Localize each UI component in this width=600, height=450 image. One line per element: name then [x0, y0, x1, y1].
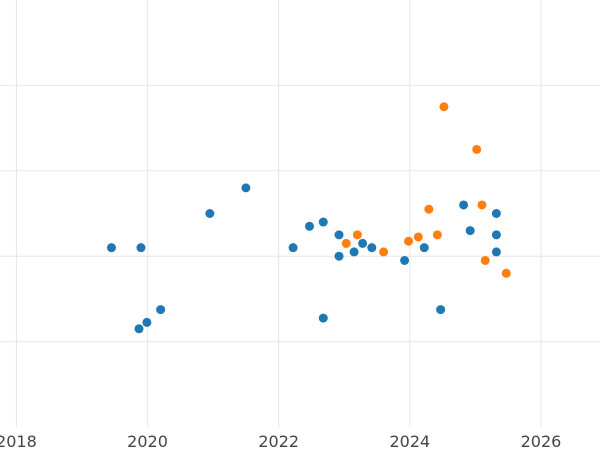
- scatter-point-series-2: [352, 230, 362, 240]
- scatter-point-series-2: [501, 268, 511, 278]
- scatter-point-series-2: [477, 200, 487, 210]
- scatter-point-series-2: [432, 230, 442, 240]
- scatter-point-series-1: [156, 305, 166, 315]
- scatter-point-series-1: [465, 226, 475, 236]
- scatter-point-series-1: [134, 324, 144, 334]
- scatter-point-series-2: [404, 236, 414, 246]
- scatter-point-series-1: [241, 183, 251, 193]
- x-tick-label: 2024: [389, 432, 430, 450]
- scatter-point-series-2: [341, 238, 351, 248]
- scatter-point-series-1: [334, 230, 344, 240]
- scatter-point-series-1: [436, 305, 446, 315]
- scatter-point-series-1: [491, 230, 501, 240]
- x-tick-label: 2022: [258, 432, 299, 450]
- gridlines: [0, 0, 600, 427]
- scatter-point-series-1: [400, 255, 410, 265]
- scatter-point-series-1: [288, 243, 298, 253]
- scatter-point-series-1: [349, 247, 359, 257]
- scatter-point-series-1: [367, 243, 377, 253]
- scatter-point-series-1: [318, 217, 328, 227]
- scatter-point-series-2: [472, 144, 482, 154]
- scatter-point-series-1: [358, 238, 368, 248]
- scatter-point-series-2: [439, 102, 449, 112]
- scatter-point-series-1: [491, 247, 501, 257]
- scatter-point-series-1: [136, 243, 146, 253]
- scatter-point-series-2: [424, 204, 434, 214]
- scatter-point-series-1: [459, 200, 469, 210]
- scatter-point-series-1: [305, 221, 315, 231]
- scatter-point-series-1: [142, 317, 152, 327]
- data-points: [106, 102, 511, 334]
- scatter-point-series-1: [491, 209, 501, 218]
- scatter-point-series-2: [379, 247, 389, 257]
- scatter-point-series-1: [318, 313, 328, 323]
- scatter-point-series-2: [413, 232, 423, 242]
- x-tick-label: 2026: [521, 432, 562, 450]
- scatter-point-series-2: [480, 255, 490, 265]
- scatter-point-series-1: [106, 243, 116, 253]
- x-tick-label: 2018: [0, 432, 37, 450]
- x-tick-label: 2020: [127, 432, 168, 450]
- scatter-point-series-1: [419, 243, 429, 253]
- scatter-point-series-1: [334, 251, 344, 261]
- scatter-point-series-1: [205, 209, 215, 218]
- x-axis-ticks: 2018 2020 2022 2024 2026: [0, 432, 561, 450]
